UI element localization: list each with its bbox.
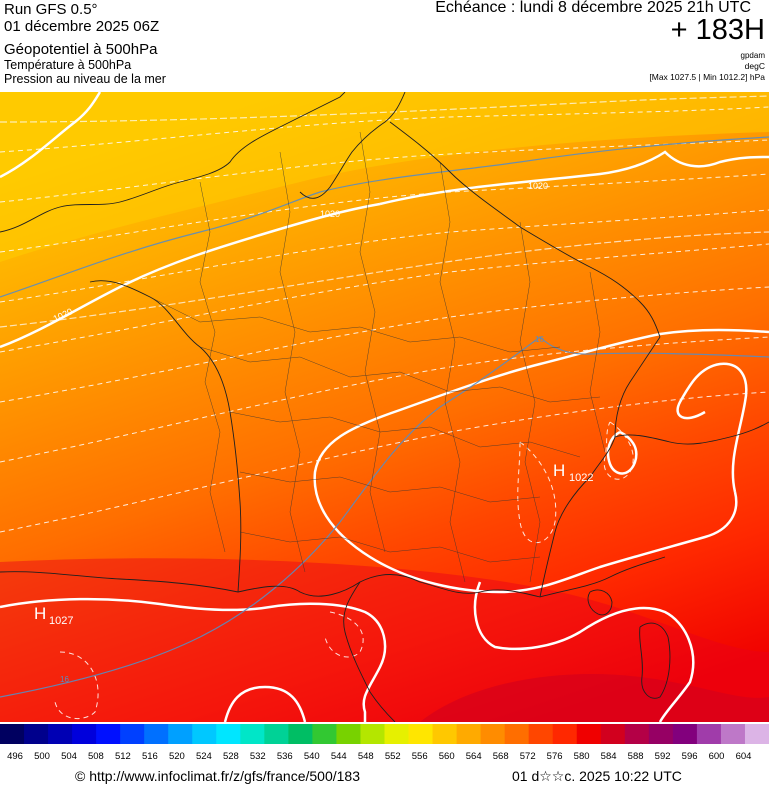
scale-swatch: [312, 724, 337, 744]
unit-temperature: degC: [744, 61, 765, 71]
scale-swatch: [384, 724, 410, 744]
scale-swatch: [552, 724, 578, 744]
geopotential-contours: [0, 95, 769, 328]
scale-swatch: [696, 724, 722, 744]
scale-swatch: [456, 724, 482, 744]
parameter-pressure: Pression au niveau de la mer: [4, 72, 166, 86]
color-scale: [0, 724, 769, 744]
scale-swatch: [672, 724, 698, 744]
scale-swatch: [408, 724, 434, 744]
scale-label: 528: [223, 751, 239, 762]
scale-swatch: [744, 724, 769, 744]
scale-label: 564: [466, 751, 482, 762]
scale-swatch: [24, 724, 49, 744]
scale-swatch: [192, 724, 217, 744]
isobar-label-1016-center: 16: [535, 335, 544, 344]
scale-label: 520: [169, 751, 185, 762]
run-title: Run GFS 0.5°: [4, 1, 98, 18]
high-value-iberia: 1027: [49, 615, 73, 627]
scale-label: 504: [61, 751, 77, 762]
scale-label: 568: [493, 751, 509, 762]
scale-swatch: [48, 724, 73, 744]
lead-time: + 183H: [670, 14, 765, 46]
scale-swatch: [120, 724, 145, 744]
scale-swatch: [600, 724, 626, 744]
scale-swatch: [96, 724, 121, 744]
scale-label: 600: [709, 751, 725, 762]
scale-swatch: [144, 724, 169, 744]
scale-swatch: [720, 724, 746, 744]
scale-label: 596: [682, 751, 698, 762]
scale-label: 496: [7, 751, 23, 762]
isobar-label-1020-channel: 1020: [320, 209, 340, 219]
scale-swatch: [432, 724, 458, 744]
scale-swatch: [216, 724, 241, 744]
isobar-label-1020-north: 1020: [528, 181, 548, 191]
scale-label: 584: [601, 751, 617, 762]
scale-label: 548: [358, 751, 374, 762]
scale-label: 592: [655, 751, 671, 762]
scale-swatch: [336, 724, 361, 744]
scale-label: 580: [574, 751, 590, 762]
scale-label: 552: [385, 751, 401, 762]
scale-swatch: [240, 724, 265, 744]
scale-label: 500: [34, 751, 50, 762]
parameter-geopotential: Géopotentiel à 500hPa: [4, 41, 158, 58]
geopotential-band-north: [0, 92, 769, 262]
high-symbol-alps: H: [553, 461, 565, 480]
high-symbol-iberia: H: [34, 604, 46, 623]
scale-label: 556: [412, 751, 428, 762]
scale-swatch: [288, 724, 313, 744]
valid-time: Echéance : lundi 8 décembre 2025 21h UTC: [435, 0, 751, 16]
scale-label: 560: [439, 751, 455, 762]
isobar-1016-line: [0, 136, 769, 698]
scale-swatch: [504, 724, 530, 744]
scale-label: 532: [250, 751, 266, 762]
scale-swatch: [168, 724, 193, 744]
scale-swatch: [360, 724, 385, 744]
scale-label: 572: [520, 751, 536, 762]
scale-swatch: [624, 724, 650, 744]
isobar-label-1016-sw: 16: [60, 675, 69, 684]
scale-swatch: [528, 724, 554, 744]
scale-label: 544: [331, 751, 347, 762]
scale-label: 536: [277, 751, 293, 762]
footer-generated-time: 01 d☆☆c. 2025 10:22 UTC: [512, 768, 682, 784]
coastlines-borders: [0, 92, 769, 722]
high-value-alps: 1022: [569, 472, 593, 484]
pressure-range: [Max 1027.5 | Min 1012.2] hPa: [649, 72, 765, 82]
weather-map: 1020 1020 1020 16 16 H 1022 H 1027: [0, 92, 769, 722]
scale-swatch: [264, 724, 289, 744]
parameter-temperature: Température à 500hPa: [4, 58, 132, 72]
scale-label: 576: [547, 751, 563, 762]
scale-label: 508: [88, 751, 104, 762]
isobars: [0, 92, 769, 722]
scale-label: 540: [304, 751, 320, 762]
unit-geopotential: gpdam: [740, 51, 765, 60]
scale-swatch: [576, 724, 602, 744]
scale-swatch: [72, 724, 97, 744]
scale-label: 524: [196, 751, 212, 762]
run-date: 01 décembre 2025 06Z: [4, 18, 160, 35]
scale-label: 512: [115, 751, 131, 762]
scale-swatch: [480, 724, 506, 744]
administrative-borders: [149, 131, 606, 583]
scale-label: 588: [628, 751, 644, 762]
geopotential-band-southeast: [420, 674, 769, 722]
scale-swatch: [0, 724, 25, 744]
footer-source-url: © http://www.infoclimat.fr/z/gfs/france/…: [75, 768, 360, 784]
color-scale-labels: 496 500 504 508 512 516 520 524 528 532 536 540 544 5…: [7, 751, 752, 762]
scale-swatch: [648, 724, 674, 744]
scale-label: 516: [142, 751, 158, 762]
scale-label: 604: [736, 751, 752, 762]
